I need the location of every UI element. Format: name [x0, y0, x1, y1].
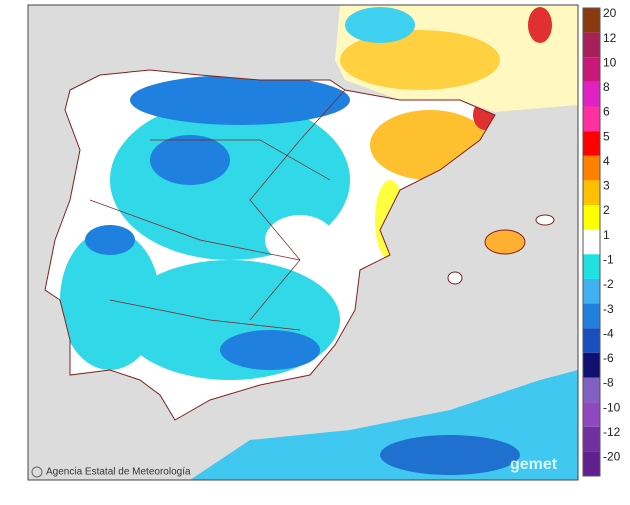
legend-label: 3 [603, 179, 610, 193]
legend-label: -20 [603, 450, 621, 464]
legend-swatch [583, 426, 600, 452]
legend-swatch [583, 402, 600, 427]
legend-swatch [583, 328, 600, 353]
mallorca [484, 229, 526, 255]
legend-label: 4 [603, 154, 610, 168]
legend-label: -4 [603, 326, 614, 340]
map-frame [27, 4, 579, 481]
credit: Agencia Estatal de Meteorología [46, 467, 191, 478]
legend-swatch [583, 57, 600, 82]
legend-label: 20 [603, 6, 617, 20]
legend-label: 10 [603, 55, 617, 69]
color-legend: 20 12 10 8 6 5 4 3 2 1 -1 -2 -3 -4 -6 -8 -10 -12 -20 [582, 6, 621, 477]
legend-label: 6 [603, 105, 610, 119]
legend-swatch [583, 106, 600, 132]
anomaly [340, 30, 500, 90]
legend-swatch [583, 81, 600, 107]
anomaly [380, 435, 520, 475]
legend-swatch [583, 303, 600, 329]
legend-swatch [583, 229, 600, 255]
legend-swatch [583, 32, 600, 58]
map-area: Agencia Estatal de Meteorología gemet [28, 5, 578, 480]
legend-frame [582, 7, 601, 477]
legend-swatch [583, 254, 600, 279]
anomaly [345, 7, 415, 43]
legend-swatch [583, 278, 600, 304]
legend-swatch [583, 451, 600, 476]
legend-label: -12 [603, 425, 621, 439]
legend-label: 5 [603, 129, 610, 143]
legend-swatch [583, 131, 600, 156]
legend-label: -6 [603, 351, 614, 365]
menorca [535, 214, 555, 226]
watermark: gemet [510, 456, 558, 473]
logo [31, 466, 43, 478]
legend-label: -1 [603, 252, 614, 266]
borders [89, 89, 346, 331]
legend-swatch [583, 180, 600, 206]
legend-label: -3 [603, 302, 614, 316]
legend-swatch [583, 205, 600, 230]
legend-label: 8 [603, 80, 610, 94]
legend-swatch [583, 8, 600, 33]
legend-label: -10 [603, 400, 621, 414]
ibiza [447, 271, 463, 285]
legend-label: -8 [603, 376, 614, 390]
legend-swatch [583, 155, 600, 181]
legend-label: -2 [603, 277, 614, 291]
legend-label: 12 [603, 31, 617, 45]
coastline [44, 69, 496, 421]
legend-swatch [583, 377, 600, 403]
legend-label: 1 [603, 228, 610, 242]
legend-swatch [583, 352, 600, 378]
anomaly [528, 7, 552, 43]
legend-label: 2 [603, 203, 610, 217]
